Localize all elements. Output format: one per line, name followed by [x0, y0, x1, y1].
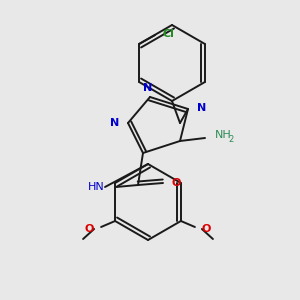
Text: N: N: [110, 118, 119, 128]
Text: O: O: [172, 178, 182, 188]
Text: NH: NH: [215, 130, 232, 140]
Text: O: O: [85, 224, 94, 234]
Text: N: N: [197, 103, 206, 113]
Text: N: N: [143, 83, 153, 93]
Text: Cl: Cl: [162, 29, 174, 39]
Text: HN: HN: [88, 182, 105, 192]
Text: 2: 2: [228, 134, 233, 143]
Text: O: O: [202, 224, 211, 234]
